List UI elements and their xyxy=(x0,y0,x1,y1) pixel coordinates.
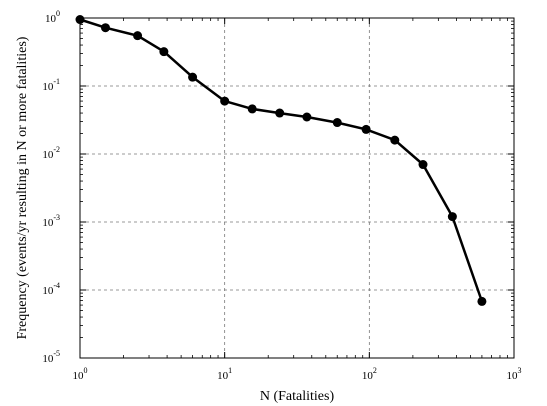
y-tick-label: 10-1 xyxy=(42,77,60,93)
data-point xyxy=(332,118,342,128)
data-point xyxy=(247,104,257,114)
data-point xyxy=(477,296,487,306)
y-axis-label: Frequency (events/yr resulting in N or m… xyxy=(15,36,30,339)
x-tick-label: 100 xyxy=(73,366,88,382)
data-point xyxy=(302,112,312,122)
y-tick-label: 100 xyxy=(45,9,60,25)
data-point xyxy=(159,47,169,57)
data-point xyxy=(418,160,428,170)
data-point xyxy=(100,23,110,33)
axis-ticks: 100 101 102 103 100 10-1 10-2 10-3 10-4 10-5 xyxy=(42,9,521,382)
x-tick-label: 103 xyxy=(507,366,522,382)
data-point xyxy=(390,135,400,145)
y-tick-label: 10-2 xyxy=(42,145,60,161)
grid-lines xyxy=(80,18,514,358)
y-tick-label: 10-5 xyxy=(42,349,60,365)
x-axis-label: N (Fatalities) xyxy=(260,389,335,404)
data-point xyxy=(133,31,143,41)
data-point xyxy=(188,72,198,82)
data-point xyxy=(361,124,371,134)
y-tick-label: 10-4 xyxy=(42,281,60,297)
data-point xyxy=(447,212,457,222)
x-tick-label: 101 xyxy=(217,366,232,382)
data-point xyxy=(275,108,285,118)
data-point xyxy=(220,96,230,106)
x-tick-label: 102 xyxy=(362,366,377,382)
y-tick-label: 10-3 xyxy=(42,213,60,229)
data-points xyxy=(75,15,487,306)
data-point xyxy=(75,15,85,25)
plot-frame xyxy=(79,17,515,359)
